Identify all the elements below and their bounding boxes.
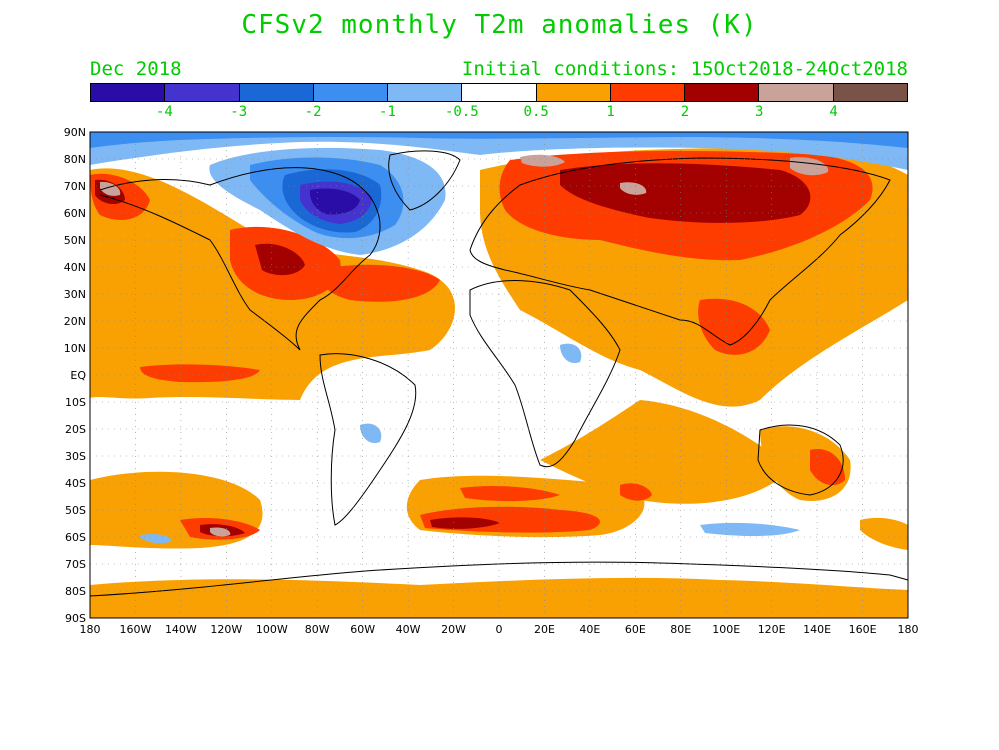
lat-label: EQ (70, 369, 86, 382)
colorbar-segment-2 (239, 84, 314, 101)
lon-label: 180 (898, 623, 919, 636)
plot-frame (89, 131, 909, 619)
colorbar-label: -0.5 (444, 104, 479, 120)
coastlines (89, 150, 909, 597)
lat-label: 60S (65, 531, 86, 544)
chart-title: CFSv2 monthly T2m anomalies (K) (241, 10, 758, 40)
lat-label: 20S (65, 423, 86, 436)
lon-label: 160W (120, 623, 152, 636)
colorbar-segment-9 (759, 84, 834, 101)
colorbar-label: -3 (230, 104, 248, 120)
lat-label: 10S (65, 396, 86, 409)
lon-label: 120E (758, 623, 786, 636)
lon-label: 160E (849, 623, 877, 636)
colorbar-segment-4 (388, 84, 463, 101)
lon-label: 100W (256, 623, 288, 636)
colorbar-segment-5 (462, 84, 537, 101)
lat-label: 40N (64, 261, 86, 274)
lon-label: 20E (534, 623, 555, 636)
lon-label: 80E (670, 623, 691, 636)
colorbar-segment-1 (165, 84, 240, 101)
colorbar-label: 0.5 (523, 104, 549, 120)
lat-label: 50N (64, 234, 86, 247)
colorbar-label: 1 (606, 104, 615, 120)
lon-label: 0 (496, 623, 503, 636)
lat-label: 80S (65, 585, 86, 598)
colorbar-segment-8 (685, 84, 760, 101)
colorbar-label: -1 (379, 104, 396, 120)
lat-label: 80N (64, 153, 86, 166)
colorbar-label: 3 (755, 104, 764, 120)
colorbar (90, 83, 908, 102)
colorbar-segment-6 (536, 84, 611, 101)
lon-label: 100E (712, 623, 740, 636)
lat-label: 90S (65, 612, 86, 625)
lon-label: 60W (350, 623, 375, 636)
lat-label: 30S (65, 450, 86, 463)
lon-label: 120W (210, 623, 242, 636)
lat-label: 50S (65, 504, 86, 517)
colorbar-segment-0 (91, 84, 166, 101)
colorbar-label: -2 (304, 104, 322, 120)
forecast-month: Dec 2018 (90, 58, 182, 80)
lon-label: 140W (165, 623, 197, 636)
grid (90, 132, 908, 618)
colorbar-segment-10 (833, 84, 907, 101)
colorbar-label: 4 (829, 104, 838, 120)
lon-label: 40E (579, 623, 600, 636)
longitude-labels: 180 160W 140W 120W 100W 80W 60W 40W 20W 0 20E 40E 60… (80, 623, 919, 636)
lon-label: 40W (396, 623, 421, 636)
lat-label: 20N (64, 315, 86, 328)
lat-label: 10N (64, 342, 86, 355)
lat-label: 40S (65, 477, 86, 490)
colorbar-label: -4 (155, 104, 173, 120)
lat-label: 60N (64, 207, 86, 220)
colorbar-segment-3 (313, 84, 389, 101)
lon-label: 140E (803, 623, 831, 636)
initial-conditions: Initial conditions: 15Oct2018-24Oct2018 (461, 58, 908, 80)
colorbar-segment-7 (610, 84, 686, 101)
lat-label: 70N (64, 180, 86, 193)
lon-label: 180 (80, 623, 101, 636)
lat-label: 70S (65, 558, 86, 571)
lat-label: 90N (64, 126, 86, 139)
lon-label: 20W (441, 623, 466, 636)
lon-label: 80W (305, 623, 330, 636)
colorbar-label: 2 (680, 104, 690, 120)
latitude-labels: 90N 80N 70N 60N 50N 40N 30N 20N 10N EQ 10S 20S 30S 40… (64, 126, 87, 625)
lat-label: 30N (64, 288, 86, 301)
lon-label: 60E (625, 623, 646, 636)
